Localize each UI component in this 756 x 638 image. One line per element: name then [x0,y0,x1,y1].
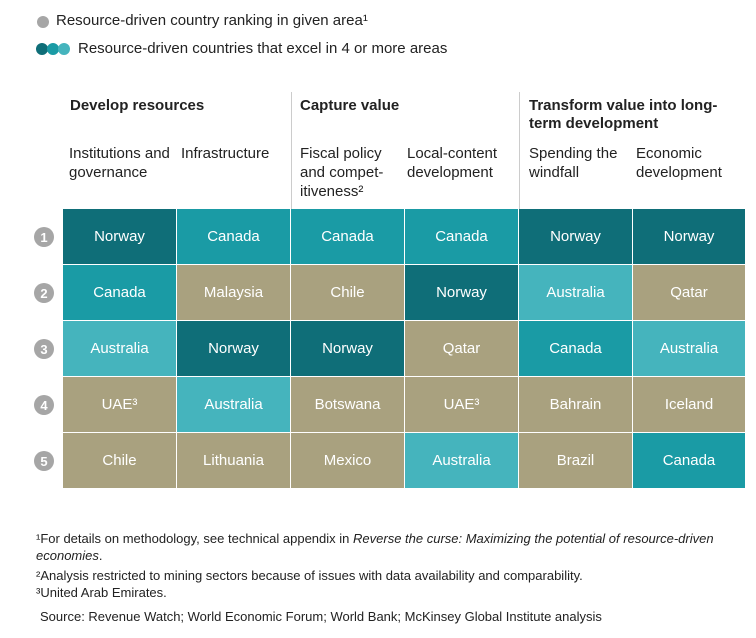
country-cell: Australia [519,265,632,320]
country-cell: Chile [291,265,404,320]
rank-badge: 3 [34,339,54,359]
country-cell: Australia [63,321,176,376]
country-cell: Mexico [291,433,404,488]
country-cell: Botswana [291,377,404,432]
country-cell: Canada [405,209,518,264]
legend-dot [47,43,59,55]
country-cell: UAE³ [63,377,176,432]
legend-dot [58,43,70,55]
group-header: Develop resources [70,97,205,114]
country-cell: Lithuania [177,433,290,488]
country-cell: Australia [405,433,518,488]
country-cell: Norway [291,321,404,376]
country-cell: Brazil [519,433,632,488]
country-cell: Norway [519,209,632,264]
column-header: Economic development [636,145,722,181]
country-cell: Canada [177,209,290,264]
column-header: Spending the windfall [529,145,618,181]
legend-text: Resource-driven country ranking in given… [56,12,368,29]
country-cell: Norway [63,209,176,264]
country-cell: Canada [519,321,632,376]
country-cell: Malaysia [177,265,290,320]
country-cell: Norway [633,209,745,264]
country-cell: Bahrain [519,377,632,432]
legend-text: Resource-driven countries that excel in … [78,40,448,57]
footnote: ³United Arab Emirates. [36,585,167,600]
column-header: Fiscal policy and compet-itiveness² [300,145,384,200]
country-cell: Australia [633,321,745,376]
footnote-text: ¹For details on methodology, see technic… [36,531,354,546]
footnote-text: . [98,548,103,563]
group-header: Capture value [300,97,400,114]
column-header: Institutions and governance [69,145,170,181]
country-cell: Norway [177,321,290,376]
country-cell: Iceland [633,377,745,432]
rank-badge: 2 [34,283,54,303]
rank-badge: 4 [34,395,54,415]
country-cell: Qatar [405,321,518,376]
separator [291,92,292,209]
rank-badge: 1 [34,227,54,247]
legend-dot [37,16,49,28]
country-cell: Canada [633,433,745,488]
footnote-title: Reverse the curse: Maximizing the potent… [36,531,714,563]
country-cell: Chile [63,433,176,488]
source: Source: Revenue Watch; World Economic Fo… [40,609,602,624]
legend-dot [36,43,48,55]
country-cell: Australia [177,377,290,432]
country-cell: Norway [405,265,518,320]
footnote: ¹For details on methodology, see technic… [36,530,736,564]
country-cell: Canada [291,209,404,264]
country-cell: Qatar [633,265,745,320]
column-header: Local-content development [407,145,498,181]
group-header: Transform value into long-term developme… [529,97,718,132]
separator [519,92,520,209]
country-cell: UAE³ [405,377,518,432]
country-cell: Canada [63,265,176,320]
column-header: Infrastructure [181,145,270,162]
rank-badge: 5 [34,451,54,471]
footnote: ²Analysis restricted to mining sectors b… [36,568,583,583]
